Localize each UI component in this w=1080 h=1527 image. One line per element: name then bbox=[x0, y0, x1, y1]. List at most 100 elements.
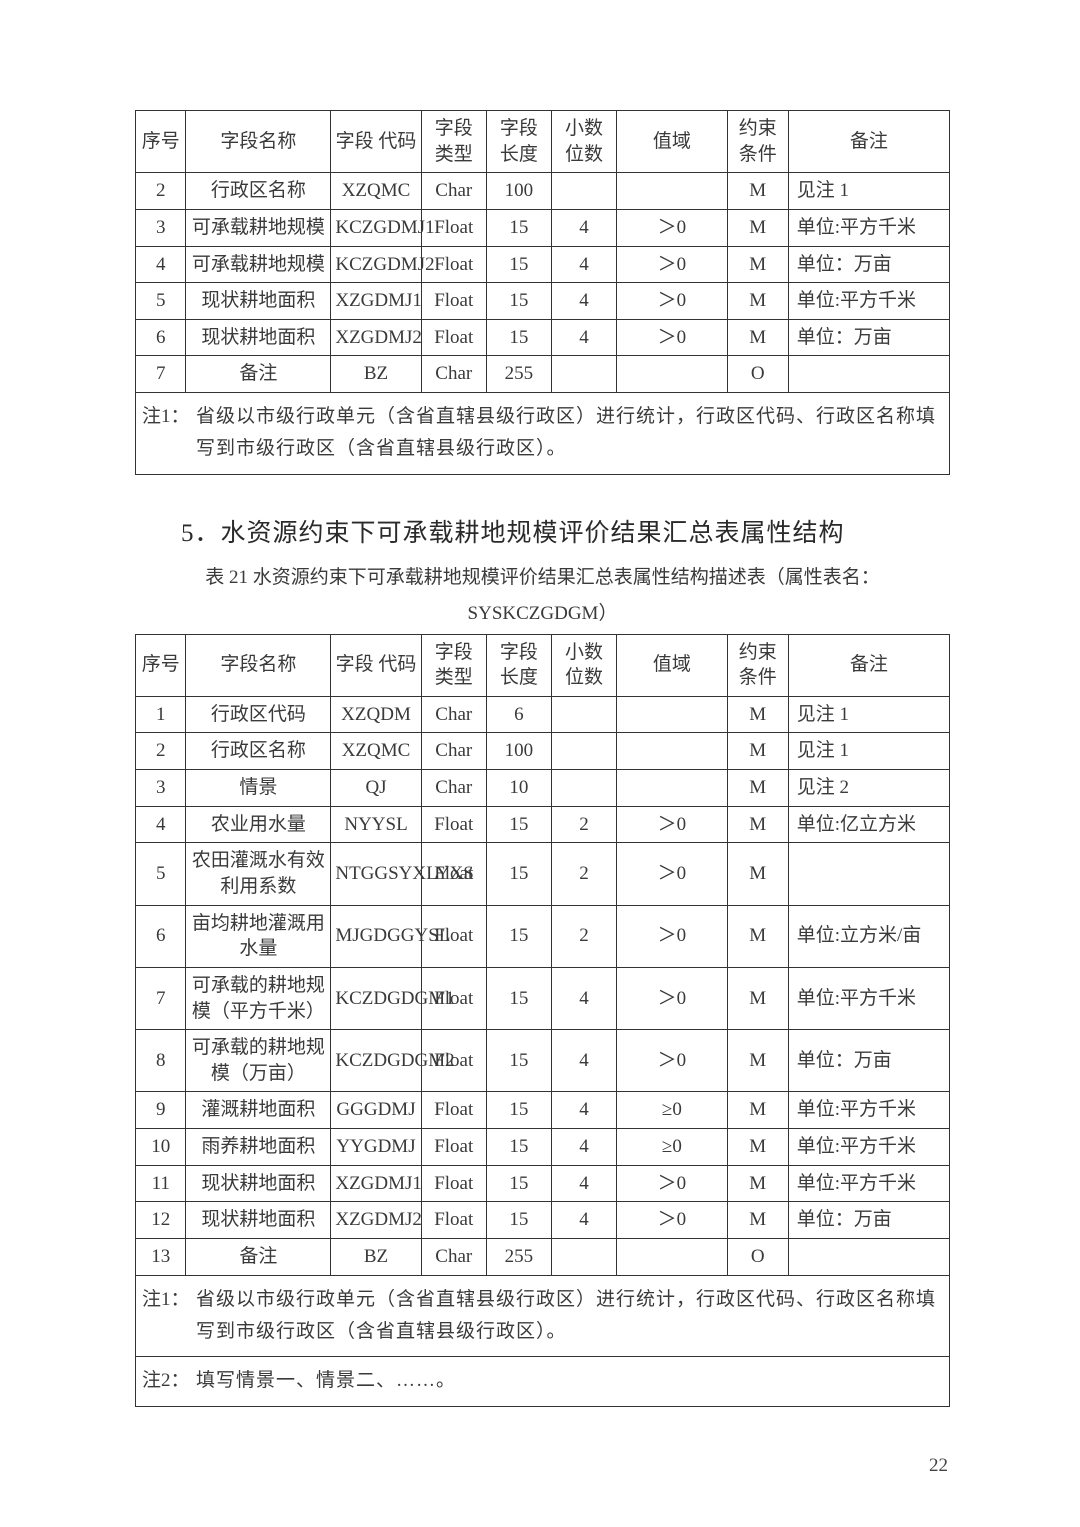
table-cell: ＞0 bbox=[617, 905, 728, 967]
table-cell: 现状耕地面积 bbox=[186, 319, 331, 356]
table-cell: 3 bbox=[136, 209, 186, 246]
table-cell: 见注 1 bbox=[788, 173, 949, 210]
table-note-cell: 注2：填写情景一、情景二、……。 bbox=[136, 1357, 950, 1406]
table-cell: M bbox=[727, 770, 788, 807]
table-note-row: 注2：填写情景一、情景二、……。 bbox=[136, 1357, 950, 1406]
table-cell: 4 bbox=[551, 283, 616, 320]
table-cell: XZGDMJ1 bbox=[331, 1165, 421, 1202]
table-row: 2行政区名称XZQMCChar100M见注 1 bbox=[136, 173, 950, 210]
table-cell: M bbox=[727, 905, 788, 967]
table-cell: 15 bbox=[486, 967, 551, 1029]
table-cell: Char bbox=[421, 173, 486, 210]
table-cell: 单位:平方千米 bbox=[788, 1092, 949, 1129]
table-cell: 7 bbox=[136, 356, 186, 393]
table-cell: ＞0 bbox=[617, 967, 728, 1029]
table-cell: 15 bbox=[486, 1129, 551, 1166]
table-cell bbox=[617, 356, 728, 393]
table-cell: M bbox=[727, 1092, 788, 1129]
table-cell: 单位：万亩 bbox=[788, 1030, 949, 1092]
note-label: 注1： bbox=[142, 1284, 196, 1316]
table-cell: XZGDMJ1 bbox=[331, 283, 421, 320]
table-cell: 4 bbox=[551, 209, 616, 246]
table-cell: ＞0 bbox=[617, 209, 728, 246]
table-cell: 4 bbox=[551, 246, 616, 283]
table-row: 13备注BZChar255O bbox=[136, 1239, 950, 1276]
note-label: 注1： bbox=[142, 401, 196, 433]
col-rem: 备注 bbox=[788, 634, 949, 696]
table-1-notes: 注1：省级以市级行政单元（含省直辖县级行政区）进行统计，行政区代码、行政区名称填… bbox=[136, 393, 950, 475]
table-cell: ≥0 bbox=[617, 1092, 728, 1129]
table-cell: Char bbox=[421, 770, 486, 807]
table-cell bbox=[617, 696, 728, 733]
col-dec: 小数 位数 bbox=[551, 634, 616, 696]
table-cell: M bbox=[727, 1129, 788, 1166]
table-cell: O bbox=[727, 1239, 788, 1276]
table-cell: M bbox=[727, 283, 788, 320]
table-cell: 单位：万亩 bbox=[788, 319, 949, 356]
table-cell: 4 bbox=[136, 806, 186, 843]
col-con: 约束 条件 bbox=[727, 634, 788, 696]
table-cell: 行政区代码 bbox=[186, 696, 331, 733]
table-header-row: 序号 字段名称 字段 代码 字段 类型 字段 长度 小数 位数 值域 约束 条件… bbox=[136, 111, 950, 173]
table-row: 4农业用水量NYYSLFloat152＞0M单位:亿立方米 bbox=[136, 806, 950, 843]
table-cell: Char bbox=[421, 696, 486, 733]
table-cell: M bbox=[727, 1202, 788, 1239]
section-5-title: 5．水资源约束下可承载耕地规模评价结果汇总表属性结构 bbox=[181, 513, 950, 549]
table-cell bbox=[788, 843, 949, 905]
table-row: 11现状耕地面积XZGDMJ1Float154＞0M单位:平方千米 bbox=[136, 1165, 950, 1202]
col-code: 字段 代码 bbox=[331, 634, 421, 696]
table-cell: 15 bbox=[486, 319, 551, 356]
table-cell: 现状耕地面积 bbox=[186, 283, 331, 320]
table-cell: 11 bbox=[136, 1165, 186, 1202]
table-cell: 13 bbox=[136, 1239, 186, 1276]
table-2-caption-line2: SYSKCZGDGM） bbox=[135, 599, 950, 629]
col-name: 字段名称 bbox=[186, 634, 331, 696]
col-len: 字段 长度 bbox=[486, 111, 551, 173]
table-cell: NYYSL bbox=[331, 806, 421, 843]
table-header-row: 序号 字段名称 字段 代码 字段 类型 字段 长度 小数 位数 值域 约束 条件… bbox=[136, 634, 950, 696]
table-cell: 现状耕地面积 bbox=[186, 1165, 331, 1202]
col-seq: 序号 bbox=[136, 111, 186, 173]
table-row: 2行政区名称XZQMCChar100M见注 1 bbox=[136, 733, 950, 770]
table-note-cell: 注1：省级以市级行政单元（含省直辖县级行政区）进行统计，行政区代码、行政区名称填… bbox=[136, 1275, 950, 1357]
table-row: 9灌溉耕地面积GGGDMJFloat154≥0M单位:平方千米 bbox=[136, 1092, 950, 1129]
table-note-cell: 注1：省级以市级行政单元（含省直辖县级行政区）进行统计，行政区代码、行政区名称填… bbox=[136, 393, 950, 475]
table-cell: 单位:平方千米 bbox=[788, 1129, 949, 1166]
table-cell: M bbox=[727, 209, 788, 246]
table-cell: 单位：万亩 bbox=[788, 1202, 949, 1239]
table-cell: 9 bbox=[136, 1092, 186, 1129]
table-cell: 15 bbox=[486, 843, 551, 905]
table-row: 8可承载的耕地规模（万亩）KCZDGDGM2Float154＞0M单位：万亩 bbox=[136, 1030, 950, 1092]
table-cell: 7 bbox=[136, 967, 186, 1029]
table-row: 3情景QJChar10M见注 2 bbox=[136, 770, 950, 807]
table-2-head: 序号 字段名称 字段 代码 字段 类型 字段 长度 小数 位数 值域 约束 条件… bbox=[136, 634, 950, 696]
table-cell: ＞0 bbox=[617, 1202, 728, 1239]
table-cell: M bbox=[727, 1030, 788, 1092]
table-cell: 4 bbox=[551, 967, 616, 1029]
table-cell: 现状耕地面积 bbox=[186, 1202, 331, 1239]
table-cell: 15 bbox=[486, 209, 551, 246]
table-row: 12现状耕地面积XZGDMJ2Float154＞0M单位：万亩 bbox=[136, 1202, 950, 1239]
table-cell: M bbox=[727, 843, 788, 905]
table-2-notes: 注1：省级以市级行政单元（含省直辖县级行政区）进行统计，行政区代码、行政区名称填… bbox=[136, 1275, 950, 1406]
col-dec: 小数 位数 bbox=[551, 111, 616, 173]
table-2-body: 1行政区代码XZQDMChar6M见注 12行政区名称XZQMCChar100M… bbox=[136, 696, 950, 1275]
table-row: 5农田灌溉水有效利用系数NTGGSYXLYXSFloat152＞0M bbox=[136, 843, 950, 905]
table-cell: 情景 bbox=[186, 770, 331, 807]
table-cell: 单位:平方千米 bbox=[788, 283, 949, 320]
table-cell: XZQMC bbox=[331, 173, 421, 210]
table-cell: Float bbox=[421, 1202, 486, 1239]
table-cell: Char bbox=[421, 1239, 486, 1276]
table-cell: 可承载的耕地规模（万亩） bbox=[186, 1030, 331, 1092]
table-cell: 15 bbox=[486, 1165, 551, 1202]
table-cell: 可承载耕地规模 bbox=[186, 209, 331, 246]
table-cell: 2 bbox=[551, 806, 616, 843]
table-2: 序号 字段名称 字段 代码 字段 类型 字段 长度 小数 位数 值域 约束 条件… bbox=[135, 634, 950, 1407]
table-cell: 5 bbox=[136, 283, 186, 320]
table-cell: 15 bbox=[486, 1092, 551, 1129]
table-cell: 3 bbox=[136, 770, 186, 807]
table-cell: 12 bbox=[136, 1202, 186, 1239]
note-text: 省级以市级行政单元（含省直辖县级行政区）进行统计，行政区代码、行政区名称填写到市… bbox=[196, 1284, 939, 1349]
table-cell: 15 bbox=[486, 905, 551, 967]
table-row: 6现状耕地面积XZGDMJ2Float154＞0M单位：万亩 bbox=[136, 319, 950, 356]
